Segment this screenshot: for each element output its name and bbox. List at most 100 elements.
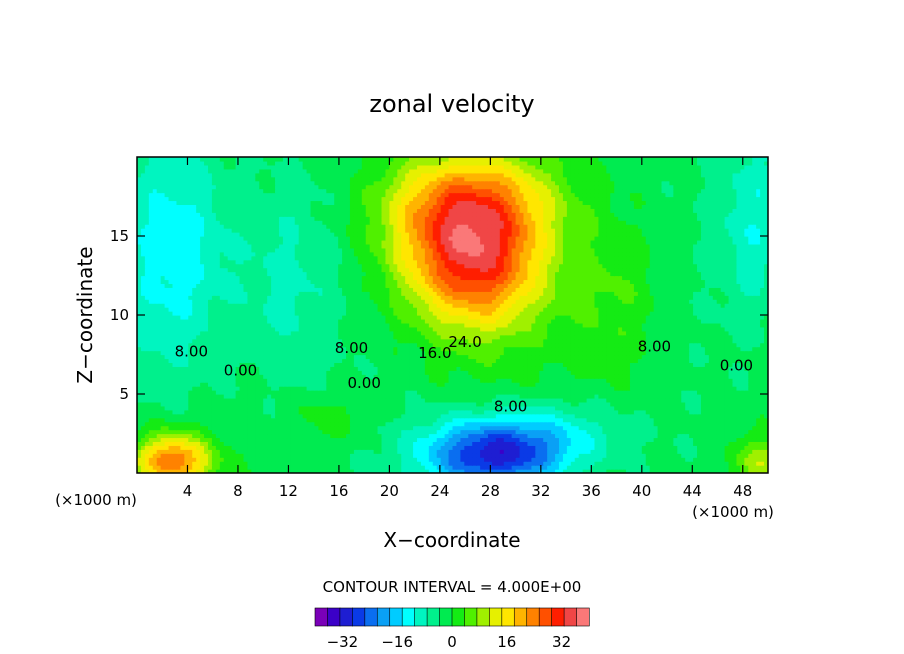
field-cell — [555, 390, 560, 395]
field-cell — [732, 425, 738, 431]
field-cell — [231, 449, 237, 454]
field-cell — [196, 461, 201, 466]
field-cell — [389, 366, 394, 371]
field-cell — [618, 390, 623, 395]
field-cell — [693, 425, 698, 431]
field-cell — [310, 390, 316, 395]
field-cell — [413, 421, 418, 427]
field-cell — [511, 449, 517, 454]
field-cell — [440, 397, 446, 403]
field-cell — [732, 354, 738, 360]
field-cell — [744, 445, 749, 450]
field-cell — [290, 386, 296, 391]
field-cell — [736, 421, 741, 427]
field-cell — [373, 449, 379, 454]
field-cell — [338, 354, 343, 360]
field-cell — [377, 405, 383, 411]
field-cell — [137, 374, 142, 379]
field-cell — [243, 362, 249, 367]
field-cell — [243, 405, 249, 411]
field-cell — [271, 394, 276, 399]
field-cell — [294, 437, 300, 442]
field-cell — [448, 409, 454, 415]
field-cell — [523, 378, 529, 383]
field-cell — [586, 405, 592, 411]
field-cell — [393, 461, 398, 466]
field-cell — [306, 449, 312, 454]
field-cell — [204, 417, 209, 423]
field-cell — [515, 457, 521, 462]
field-cell — [606, 382, 611, 387]
field-cell — [369, 469, 375, 473]
field-cell — [547, 465, 552, 470]
field-cell — [259, 394, 264, 399]
field-cell — [417, 429, 422, 435]
field-cell — [487, 433, 493, 439]
field-cell — [239, 469, 245, 473]
field-cell — [365, 461, 371, 466]
field-cell — [653, 397, 659, 403]
field-cell — [689, 366, 694, 371]
field-cell — [448, 445, 454, 450]
field-cell — [641, 409, 647, 415]
field-cell — [626, 461, 631, 466]
field-cell — [645, 354, 651, 360]
field-cell — [547, 401, 552, 407]
field-cell — [637, 465, 643, 470]
field-cell — [558, 437, 564, 442]
field-cell — [393, 378, 398, 383]
field-cell — [259, 405, 264, 411]
field-cell — [393, 445, 398, 450]
field-cell — [223, 374, 229, 379]
field-cell — [361, 421, 367, 427]
field-cell — [539, 457, 544, 462]
field-cell — [409, 401, 414, 407]
field-cell — [452, 437, 458, 442]
field-cell — [219, 465, 225, 470]
field-cell — [551, 358, 556, 363]
field-cell — [243, 449, 249, 454]
field-cell — [243, 397, 249, 403]
field-cell — [436, 465, 442, 470]
field-cell — [551, 453, 556, 458]
field-cell — [527, 382, 532, 387]
field-cell — [184, 425, 189, 431]
field-cell — [223, 405, 229, 411]
field-cell — [302, 409, 308, 415]
field-cell — [318, 394, 323, 399]
field-cell — [235, 421, 241, 427]
field-cell — [700, 453, 706, 458]
field-cell — [487, 405, 493, 411]
field-cell — [397, 370, 402, 375]
field-cell — [578, 374, 584, 379]
field-cell — [318, 405, 323, 411]
field-cell — [231, 453, 237, 458]
field-cell — [192, 374, 197, 379]
field-cell — [673, 437, 678, 442]
field-cell — [681, 350, 686, 356]
field-cell — [626, 437, 631, 442]
field-cell — [602, 429, 607, 435]
field-cell — [499, 421, 505, 427]
field-cell — [219, 421, 225, 427]
field-cell — [578, 397, 584, 403]
field-cell — [527, 366, 532, 371]
field-cell — [271, 374, 276, 379]
field-cell — [361, 429, 367, 435]
field-cell — [681, 405, 686, 411]
field-cell — [752, 437, 757, 442]
field-cell — [452, 386, 458, 391]
field-cell — [192, 394, 197, 399]
field-cell — [436, 397, 442, 403]
field-cell — [219, 378, 225, 383]
field-cell — [637, 437, 643, 442]
field-cell — [464, 378, 469, 383]
field-cell — [468, 374, 473, 379]
field-cell — [700, 378, 706, 383]
field-cell — [464, 417, 469, 423]
field-cell — [148, 413, 154, 419]
field-cell — [586, 374, 592, 379]
field-cell — [397, 441, 402, 446]
field-cell — [669, 370, 674, 375]
field-cell — [487, 417, 493, 423]
